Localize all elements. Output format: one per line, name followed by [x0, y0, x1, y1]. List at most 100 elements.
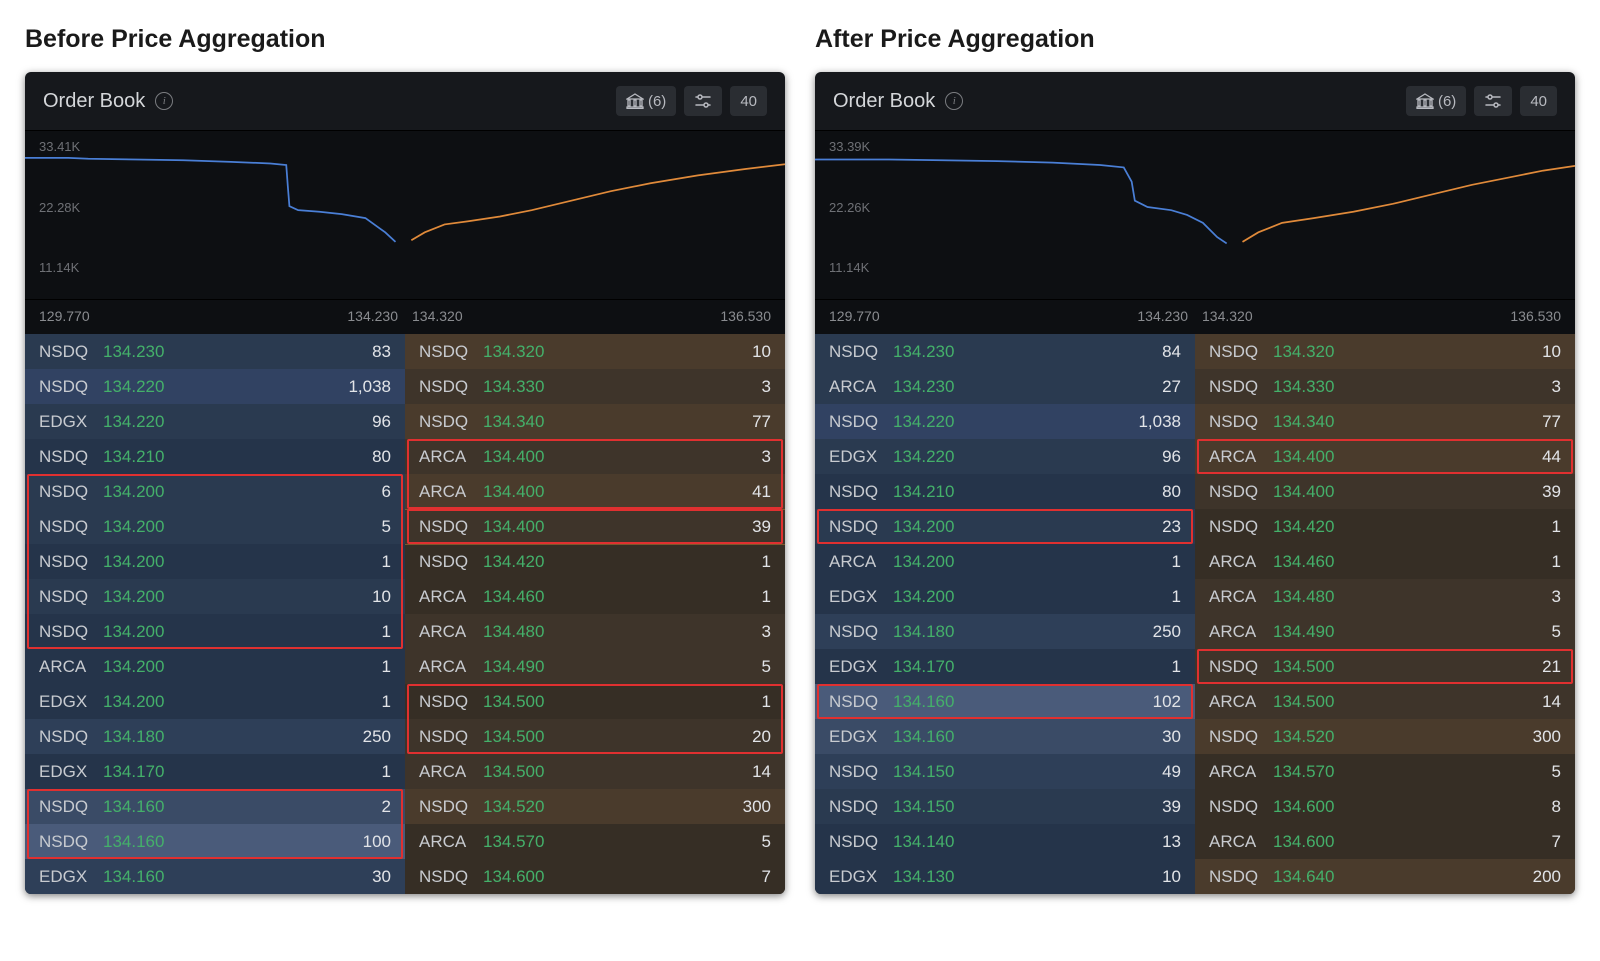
ask-row[interactable]: NSDQ 134.600 8 — [1195, 789, 1575, 824]
bid-row[interactable]: NSDQ 134.150 39 — [815, 789, 1195, 824]
quantity-value: 1 — [1172, 587, 1181, 607]
bid-row[interactable]: NSDQ 134.200 23 — [815, 509, 1195, 544]
ask-row[interactable]: ARCA 134.400 41 — [405, 474, 785, 509]
ask-row[interactable]: ARCA 134.500 14 — [1195, 684, 1575, 719]
quantity-value: 8 — [1552, 797, 1561, 817]
ask-row[interactable]: ARCA 134.480 3 — [1195, 579, 1575, 614]
ask-row[interactable]: NSDQ 134.500 1 — [405, 684, 785, 719]
bid-row[interactable]: EDGX 134.160 30 — [815, 719, 1195, 754]
ask-row[interactable]: ARCA 134.460 1 — [405, 579, 785, 614]
ask-row[interactable]: NSDQ 134.400 39 — [1195, 474, 1575, 509]
ask-row[interactable]: NSDQ 134.600 7 — [405, 859, 785, 894]
column-title: Before Price Aggregation — [25, 25, 785, 54]
quantity-value: 1 — [382, 657, 391, 677]
chart-x-label: 134.230 — [347, 308, 398, 324]
depth-chart[interactable]: 33.41K22.28K11.14K — [25, 131, 785, 299]
ask-row[interactable]: NSDQ 134.320 10 — [1195, 334, 1575, 369]
ask-side: NSDQ 134.320 10 NSDQ 134.330 3 NSDQ 134.… — [1195, 334, 1575, 894]
bid-row[interactable]: EDGX 134.200 1 — [25, 684, 405, 719]
bid-row[interactable]: NSDQ 134.210 80 — [25, 439, 405, 474]
price-value: 134.210 — [893, 482, 954, 502]
ask-row[interactable]: ARCA 134.570 5 — [405, 824, 785, 859]
exchange-label: NSDQ — [39, 517, 103, 537]
ask-row[interactable]: ARCA 134.480 3 — [405, 614, 785, 649]
bid-row[interactable]: ARCA 134.200 1 — [815, 544, 1195, 579]
bid-row[interactable]: NSDQ 134.200 1 — [25, 614, 405, 649]
bid-row[interactable]: EDGX 134.170 1 — [25, 754, 405, 789]
settings-button[interactable] — [684, 86, 722, 116]
venues-count: (6) — [1438, 93, 1456, 110]
quantity-value: 6 — [382, 482, 391, 502]
bid-row[interactable]: NSDQ 134.180 250 — [25, 719, 405, 754]
bid-row[interactable]: EDGX 134.160 30 — [25, 859, 405, 894]
ask-row[interactable]: NSDQ 134.500 21 — [1195, 649, 1575, 684]
bid-row[interactable]: NSDQ 134.230 83 — [25, 334, 405, 369]
ask-row[interactable]: ARCA 134.460 1 — [1195, 544, 1575, 579]
bid-row[interactable]: NSDQ 134.160 102 — [815, 684, 1195, 719]
quantity-value: 3 — [762, 447, 771, 467]
ask-depth-line — [411, 164, 785, 240]
ask-row[interactable]: ARCA 134.600 7 — [1195, 824, 1575, 859]
exchange-label: NSDQ — [39, 797, 103, 817]
exchange-label: EDGX — [39, 762, 103, 782]
info-icon[interactable]: i — [945, 92, 963, 110]
ask-row[interactable]: ARCA 134.500 14 — [405, 754, 785, 789]
ask-row[interactable]: NSDQ 134.640 200 — [1195, 859, 1575, 894]
bid-row[interactable]: EDGX 134.200 1 — [815, 579, 1195, 614]
quantity-value: 5 — [1552, 622, 1561, 642]
ask-row[interactable]: NSDQ 134.330 3 — [405, 369, 785, 404]
quantity-value: 5 — [382, 517, 391, 537]
ask-row[interactable]: NSDQ 134.340 77 — [405, 404, 785, 439]
bid-row[interactable]: NSDQ 134.200 5 — [25, 509, 405, 544]
ask-row[interactable]: ARCA 134.400 3 — [405, 439, 785, 474]
bid-row[interactable]: ARCA 134.230 27 — [815, 369, 1195, 404]
bid-row[interactable]: EDGX 134.130 10 — [815, 859, 1195, 894]
bid-row[interactable]: EDGX 134.220 96 — [25, 404, 405, 439]
ask-row[interactable]: NSDQ 134.340 77 — [1195, 404, 1575, 439]
ask-row[interactable]: ARCA 134.400 44 — [1195, 439, 1575, 474]
bid-row[interactable]: ARCA 134.200 1 — [25, 649, 405, 684]
quantity-value: 1,038 — [348, 377, 391, 397]
bid-row[interactable]: NSDQ 134.230 84 — [815, 334, 1195, 369]
ask-row[interactable]: ARCA 134.570 5 — [1195, 754, 1575, 789]
exchange-label: NSDQ — [829, 342, 893, 362]
bid-row[interactable]: NSDQ 134.200 6 — [25, 474, 405, 509]
depth-chart[interactable]: 33.39K22.26K11.14K — [815, 131, 1575, 299]
quantity-value: 23 — [1162, 517, 1181, 537]
depth-button[interactable]: 40 — [730, 86, 767, 116]
ask-row[interactable]: NSDQ 134.330 3 — [1195, 369, 1575, 404]
settings-button[interactable] — [1474, 86, 1512, 116]
ask-row[interactable]: NSDQ 134.400 39 — [405, 509, 785, 544]
bid-row[interactable]: NSDQ 134.160 100 — [25, 824, 405, 859]
venues-button[interactable]: (6) — [616, 86, 676, 116]
exchange-label: NSDQ — [419, 377, 483, 397]
price-value: 134.200 — [103, 482, 164, 502]
bid-row[interactable]: NSDQ 134.140 13 — [815, 824, 1195, 859]
bid-row[interactable]: NSDQ 134.220 1,038 — [25, 369, 405, 404]
depth-button[interactable]: 40 — [1520, 86, 1557, 116]
bid-row[interactable]: NSDQ 134.220 1,038 — [815, 404, 1195, 439]
ask-row[interactable]: NSDQ 134.320 10 — [405, 334, 785, 369]
exchange-label: ARCA — [829, 552, 893, 572]
venues-count: (6) — [648, 93, 666, 110]
ask-row[interactable]: NSDQ 134.420 1 — [1195, 509, 1575, 544]
ask-row[interactable]: NSDQ 134.520 300 — [1195, 719, 1575, 754]
bid-row[interactable]: NSDQ 134.150 49 — [815, 754, 1195, 789]
bid-row[interactable]: NSDQ 134.200 10 — [25, 579, 405, 614]
bid-row[interactable]: NSDQ 134.200 1 — [25, 544, 405, 579]
venues-button[interactable]: (6) — [1406, 86, 1466, 116]
bid-row[interactable]: NSDQ 134.160 2 — [25, 789, 405, 824]
exchange-label: ARCA — [1209, 692, 1273, 712]
price-value: 134.130 — [893, 867, 954, 887]
ask-row[interactable]: NSDQ 134.500 20 — [405, 719, 785, 754]
bid-row[interactable]: NSDQ 134.210 80 — [815, 474, 1195, 509]
bid-row[interactable]: EDGX 134.220 96 — [815, 439, 1195, 474]
info-icon[interactable]: i — [155, 92, 173, 110]
ask-row[interactable]: ARCA 134.490 5 — [405, 649, 785, 684]
price-value: 134.480 — [1273, 587, 1334, 607]
bid-row[interactable]: NSDQ 134.180 250 — [815, 614, 1195, 649]
bid-row[interactable]: EDGX 134.170 1 — [815, 649, 1195, 684]
ask-row[interactable]: ARCA 134.490 5 — [1195, 614, 1575, 649]
ask-row[interactable]: NSDQ 134.420 1 — [405, 544, 785, 579]
ask-row[interactable]: NSDQ 134.520 300 — [405, 789, 785, 824]
